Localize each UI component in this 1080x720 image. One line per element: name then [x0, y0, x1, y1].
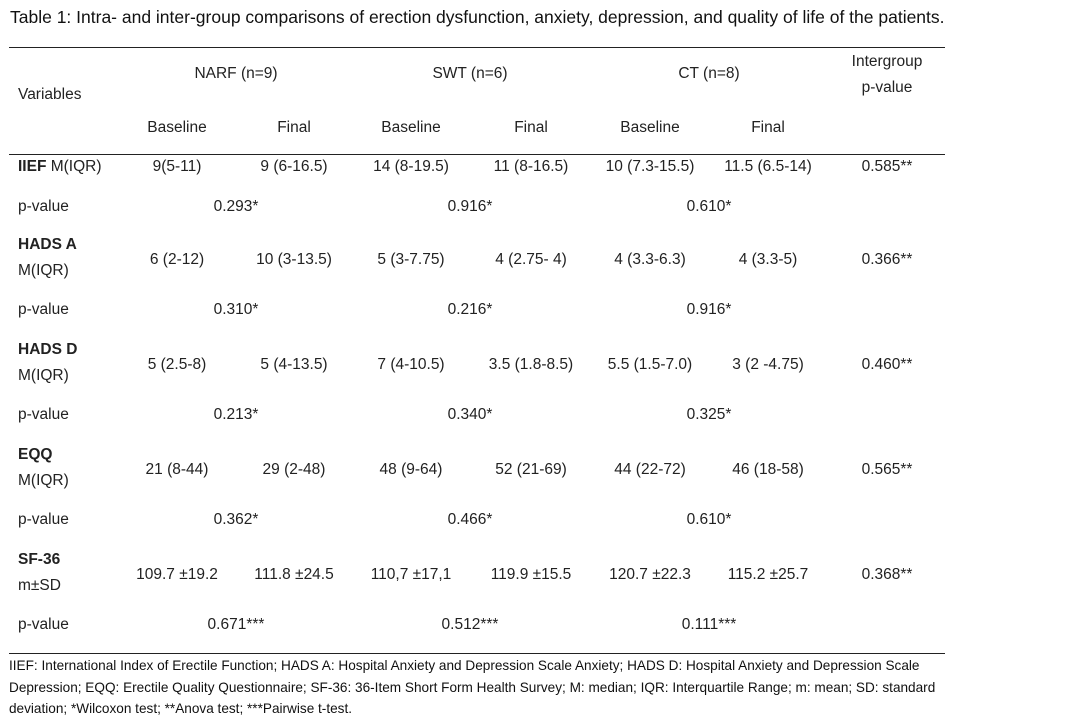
table-cell-value: 3 (2 -4.75) — [732, 356, 804, 373]
variable-name: EQQ — [18, 446, 52, 464]
table-footnote: IIEF: International Index of Erectile Fu… — [9, 658, 936, 716]
table-cell-value: 109.7 ±19.2 — [136, 566, 218, 583]
table-cell-p-value: 0.916* — [447, 198, 493, 215]
variable-name-bold: HADS D — [18, 341, 78, 358]
header-subcolumn: Baseline — [620, 119, 680, 136]
table-cell-value: 5 (2.5-8) — [147, 356, 207, 373]
table-cell-value: 4 (3.3-6.3) — [614, 251, 686, 268]
header-intergroup-line2: p-value — [861, 79, 913, 96]
table-cell-p-value: 0.362* — [213, 511, 259, 528]
table-cell-value: 3.5 (1.8-8.5) — [488, 356, 574, 373]
table-top-rule — [9, 47, 945, 48]
table-cell-p-value: 0.466* — [447, 511, 493, 528]
table-cell-value: 11.5 (6.5-14) — [724, 158, 812, 175]
p-value-label: p-value — [18, 511, 69, 528]
variable-name-bold: HADS A — [18, 236, 77, 253]
variable-statistic: M(IQR) — [18, 262, 69, 279]
variable-name-suffix: M(IQR) — [46, 158, 102, 175]
variable-name-bold: EQQ — [18, 446, 53, 463]
table-cell-value: 6 (2-12) — [149, 251, 205, 268]
p-value-label: p-value — [18, 406, 69, 423]
table-cell-p-value: 0.916* — [686, 301, 732, 318]
variable-statistic: M(IQR) — [18, 472, 69, 489]
table-cell-value: 5 (4-13.5) — [260, 356, 328, 373]
table-cell-intergroup: 0.565** — [861, 461, 913, 478]
table-cell-intergroup: 0.368** — [861, 566, 913, 583]
table-cell-p-value: 0.340* — [447, 406, 493, 423]
p-value-label: p-value — [18, 198, 69, 215]
variable-name: HADS A — [18, 236, 77, 254]
header-group: SWT (n=6) — [432, 65, 508, 82]
variable-name: IIEF M(IQR) — [18, 158, 102, 176]
table-cell-value: 120.7 ±22.3 — [609, 566, 691, 583]
table-cell-value: 10 (7.3-15.5) — [605, 158, 695, 175]
table-cell-value: 11 (8-16.5) — [493, 158, 569, 175]
table-cell-value: 21 (8-44) — [145, 461, 209, 478]
header-subcolumn: Baseline — [381, 119, 441, 136]
variable-name-bold: IIEF — [18, 158, 47, 175]
variable-name-bold: SF-36 — [18, 551, 61, 568]
table-cell-value: 52 (21-69) — [495, 461, 567, 478]
table-cell-value: 111.8 ±24.5 — [254, 566, 334, 583]
table-cell-value: 5.5 (1.5-7.0) — [607, 356, 693, 373]
table-bottom-rule — [9, 653, 945, 654]
table-cell-value: 9(5-11) — [152, 158, 202, 175]
table-cell-p-value: 0.325* — [686, 406, 732, 423]
table-cell-value: 4 (3.3-5) — [738, 251, 798, 268]
variable-statistic: M(IQR) — [18, 367, 69, 384]
header-intergroup-line1: Intergroup — [851, 53, 923, 70]
table-cell-intergroup: 0.366** — [861, 251, 913, 268]
table-cell-p-value: 0.610* — [686, 198, 732, 215]
table-cell-value: 44 (22-72) — [614, 461, 686, 478]
header-subcolumn: Final — [277, 119, 311, 136]
table-caption: Table 1: Intra- and inter-group comparis… — [10, 7, 945, 27]
table-cell-value: 5 (3-7.75) — [377, 251, 445, 268]
table-cell-intergroup: 0.585** — [861, 158, 913, 175]
header-group: NARF (n=9) — [194, 65, 278, 82]
table-cell-value: 4 (2.75- 4) — [495, 251, 567, 268]
table-cell-intergroup: 0.460** — [861, 356, 913, 373]
table-cell-p-value: 0.213* — [213, 406, 259, 423]
table-cell-value: 46 (18-58) — [732, 461, 804, 478]
table-cell-p-value: 0.512*** — [441, 616, 499, 633]
table-cell-p-value: 0.671*** — [207, 616, 265, 633]
p-value-label: p-value — [18, 616, 69, 633]
table-cell-value: 14 (8-19.5) — [373, 158, 449, 175]
variable-name: HADS D — [18, 341, 77, 359]
header-variables: Variables — [18, 86, 82, 103]
table-cell-p-value: 0.293* — [213, 198, 259, 215]
variable-statistic: m±SD — [18, 577, 61, 594]
table-cell-value: 7 (4-10.5) — [377, 356, 445, 373]
table-cell-value: 29 (2-48) — [262, 461, 326, 478]
table-cell-value: 10 (3-13.5) — [256, 251, 332, 268]
table-cell-value: 115.2 ±25.7 — [727, 566, 809, 583]
header-subcolumn: Final — [514, 119, 548, 136]
variable-name: SF-36 — [18, 551, 60, 569]
table-cell-p-value: 0.610* — [686, 511, 732, 528]
table-header-rule — [9, 154, 945, 155]
table-cell-value: 48 (9-64) — [379, 461, 443, 478]
table-cell-value: 119.9 ±15.5 — [490, 566, 572, 583]
p-value-label: p-value — [18, 301, 69, 318]
table-cell-p-value: 0.111*** — [681, 616, 737, 633]
header-group: CT (n=8) — [678, 65, 740, 82]
table-cell-p-value: 0.216* — [447, 301, 493, 318]
table-cell-value: 9 (6-16.5) — [260, 158, 328, 175]
table-cell-p-value: 0.310* — [213, 301, 259, 318]
header-subcolumn: Final — [751, 119, 785, 136]
table-cell-value: 110,7 ±17,1 — [370, 566, 452, 583]
header-subcolumn: Baseline — [147, 119, 207, 136]
